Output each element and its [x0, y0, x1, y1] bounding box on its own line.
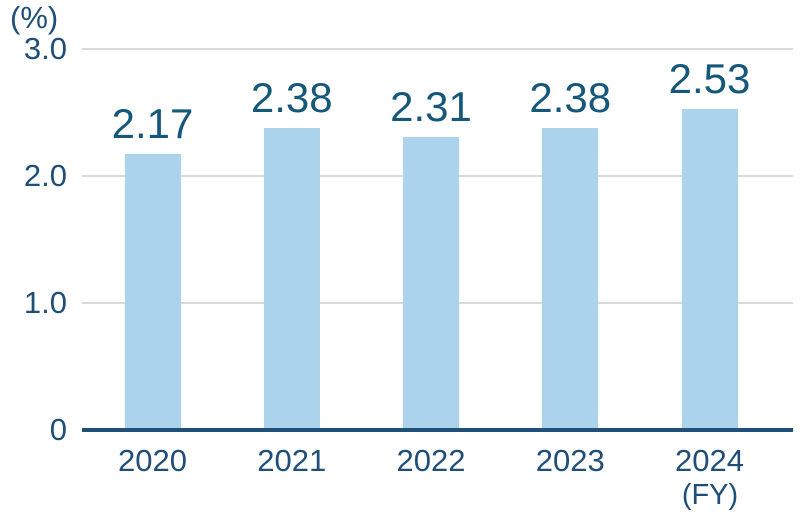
x-axis-fy-label: (FY) — [681, 479, 739, 511]
y-tick-label: 3.0 — [23, 31, 67, 66]
bar — [403, 137, 459, 430]
x-tick-label: 2020 — [118, 443, 187, 478]
y-tick-label: 1.0 — [23, 285, 67, 320]
bar — [263, 128, 320, 430]
y-tick-label: 0 — [49, 412, 67, 447]
x-axis-line — [82, 428, 793, 432]
x-tick-label: 2022 — [396, 443, 466, 478]
bar — [681, 109, 738, 430]
y-tick-label: 2.0 — [23, 158, 67, 193]
x-tick-label: 2023 — [535, 443, 605, 478]
bar-value-label: 2.17 — [111, 100, 194, 147]
x-tick-label: 2024 — [675, 443, 744, 478]
bar — [124, 154, 181, 430]
bar-value-label: 2.31 — [390, 83, 472, 130]
gridline — [82, 48, 793, 50]
x-tick-label: 2021 — [257, 443, 327, 478]
y-axis-unit-label: (%) — [10, 0, 59, 35]
bar — [542, 128, 599, 430]
bar-value-label: 2.53 — [668, 55, 751, 102]
bar-value-label: 2.38 — [250, 74, 333, 121]
bar-value-label: 2.38 — [529, 74, 612, 121]
